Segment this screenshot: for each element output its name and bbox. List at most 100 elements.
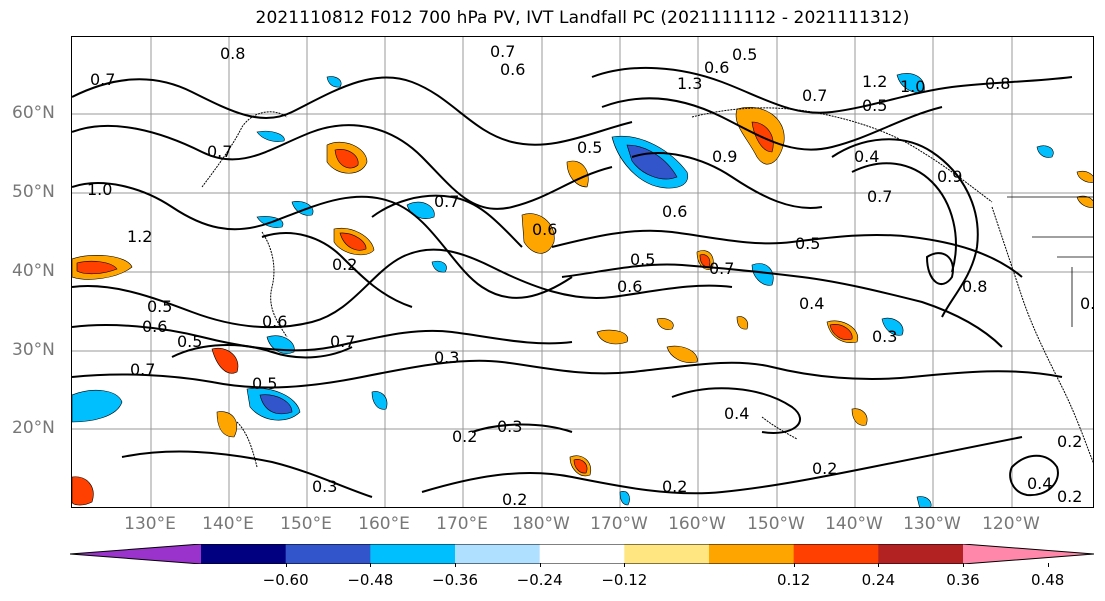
contour-label: 0.8	[220, 44, 245, 63]
contour-label: 0.5	[795, 234, 820, 253]
colorbar-segment	[878, 544, 964, 564]
colorbar-tick-mark	[455, 563, 456, 567]
lon-label: 140°W	[825, 514, 883, 534]
lon-label: 150°E	[280, 514, 332, 534]
colorbar-tick-mark	[624, 563, 626, 567]
contour-label: 0.8	[985, 74, 1010, 93]
contour-label: 0.5	[177, 332, 202, 351]
colorbar-tick-label: −0.60	[262, 571, 309, 589]
lat-label-40n: 40°N	[12, 261, 55, 281]
contour-label: 0.4	[799, 294, 824, 313]
contour-label: 0.6	[704, 58, 729, 77]
lon-label: 130°E	[124, 514, 176, 534]
colorbar-segment	[539, 544, 625, 564]
colorbar-tick-label: 0.36	[946, 571, 980, 589]
contour-label: 1.0	[87, 180, 112, 199]
lat-label-20n: 20°N	[12, 418, 55, 438]
contour-label: 0.2	[812, 459, 837, 478]
contour-label: 0.6	[1080, 294, 1094, 313]
colorbar-tick-label: −0.12	[601, 571, 648, 589]
colorbar-segment	[793, 544, 879, 564]
contour-label: 1.3	[677, 74, 702, 93]
contour-label: 0.7	[330, 332, 355, 351]
contour-label: 0.6	[500, 60, 525, 79]
colorbar-segment	[624, 544, 710, 564]
colorbar-tick-label: 0.12	[776, 571, 811, 589]
colorbar-tick-label: −0.24	[516, 571, 563, 589]
contour-label: 0.3	[872, 327, 897, 346]
colorbar	[70, 544, 1094, 564]
contour-label: 0.5	[630, 250, 655, 269]
lon-label: 140°E	[202, 514, 254, 534]
contour-label: 0.7	[802, 86, 827, 105]
colorbar-tick-label: −0.48	[347, 571, 394, 589]
lon-label: 130°W	[903, 514, 961, 534]
map-canvas: 0.7 0.8 0.7 0.6 0.5 0.6 1.3 1.2 1.0 0.8 …	[72, 37, 1094, 508]
contour-label: 0.7	[207, 142, 232, 161]
lon-label: 170°E	[436, 514, 488, 534]
contour-label: 0.2	[452, 427, 477, 446]
contour-label: 0.3	[312, 477, 337, 496]
contour-label: 0.9	[937, 167, 962, 186]
colorbar-tick-label: 0.48	[1030, 571, 1065, 589]
lon-label: 160°E	[358, 514, 410, 534]
contour-label: 0.7	[490, 42, 515, 61]
lon-label: 160°W	[668, 514, 726, 534]
lon-label: 170°W	[590, 514, 648, 534]
contour-label: 0.6	[262, 312, 287, 331]
contour-label: 0.4	[1027, 474, 1052, 493]
colorbar-segment	[455, 544, 541, 564]
contour-label: 0.5	[252, 374, 277, 393]
colorbar-tick-mark	[285, 563, 287, 567]
colorbar-tick-mark	[878, 563, 880, 567]
colorbar-segment	[285, 544, 371, 564]
contour-label: 0.7	[90, 70, 115, 89]
contour-label: 0.4	[724, 404, 749, 423]
contour-label: 0.5	[732, 45, 757, 64]
contour-label: 0.2	[1057, 487, 1082, 506]
contour-label: 0.3	[434, 348, 459, 367]
contour-label: 0.5	[147, 297, 172, 316]
contour-label: 0.7	[434, 192, 459, 211]
contour-label: 0.6	[662, 202, 687, 221]
contour-label: 0.5	[862, 96, 887, 115]
contour-label: 0.6	[142, 317, 167, 336]
colorbar-tick-mark	[1047, 563, 1049, 567]
colorbar-tick-mark	[793, 563, 795, 567]
colorbar-segment	[709, 544, 795, 564]
contour-label: 0.2	[1057, 432, 1082, 451]
lat-label-50n: 50°N	[12, 182, 55, 202]
contour-label: 1.0	[900, 77, 925, 96]
lon-label: 120°W	[982, 514, 1040, 534]
coastlines	[201, 107, 1093, 468]
contour-label: 0.5	[577, 138, 602, 157]
contour-label: 0.6	[617, 277, 642, 296]
lon-label: 150°W	[747, 514, 805, 534]
map-title: 2021110812 F012 700 hPa PV, IVT Landfall…	[255, 8, 910, 28]
contour-label: 0.2	[332, 255, 357, 274]
contour-label: 0.7	[709, 259, 734, 278]
contour-label: 0.7	[867, 187, 892, 206]
colorbar-tick-label: 0.24	[861, 571, 896, 589]
contour-label: 0.6	[532, 220, 557, 239]
pv-contours	[72, 66, 1073, 498]
lon-label: 180°W	[512, 514, 570, 534]
colorbar-extend-low	[70, 544, 201, 564]
colorbar-extend-high	[963, 544, 1094, 564]
contour-label: 1.2	[862, 72, 887, 91]
lat-label-60n: 60°N	[12, 103, 55, 123]
colorbar-segment	[201, 544, 287, 564]
colorbar-tick-mark	[370, 563, 372, 567]
colorbar-tick-label: −0.36	[432, 571, 478, 589]
map-panel: 0.7 0.8 0.7 0.6 0.5 0.6 1.3 1.2 1.0 0.8 …	[71, 36, 1094, 508]
contour-label: 0.4	[854, 147, 879, 166]
contour-label: 0.9	[712, 147, 737, 166]
filled-anomalies	[72, 73, 1093, 507]
colorbar-tick-mark	[539, 563, 541, 567]
contour-label: 0.2	[502, 490, 527, 508]
contour-label: 0.2	[662, 477, 687, 496]
contour-label-group: 0.7 0.8 0.7 0.6 0.5 0.6 1.3 1.2 1.0 0.8 …	[87, 42, 1094, 508]
lat-label-30n: 30°N	[12, 340, 55, 360]
contour-label: 0.8	[962, 277, 987, 296]
colorbar-tick-mark	[963, 563, 964, 567]
